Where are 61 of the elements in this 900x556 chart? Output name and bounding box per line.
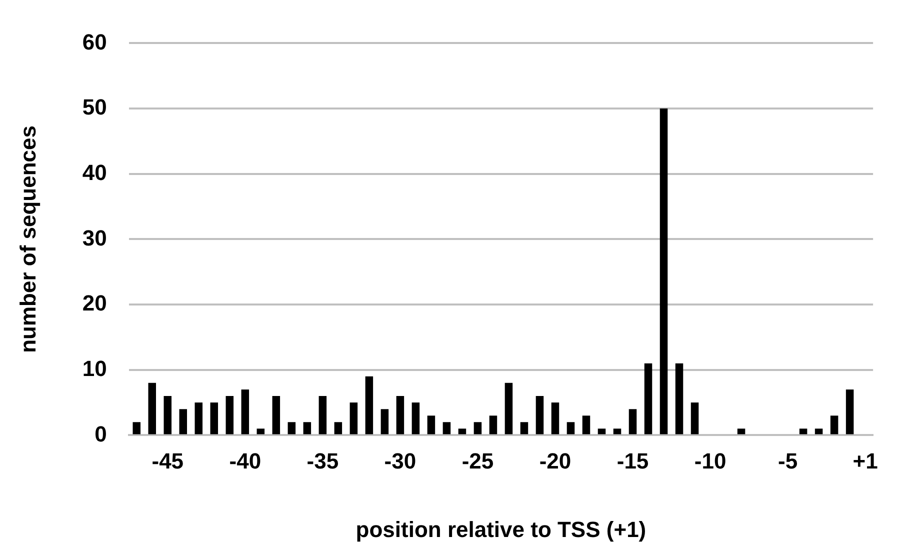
bar: [613, 428, 622, 434]
y-tick-label: 10: [82, 356, 107, 381]
x-axis-title: position relative to TSS (+1): [356, 516, 646, 542]
bar: [164, 396, 172, 434]
bar: [412, 402, 420, 434]
bar: [737, 428, 746, 434]
bar: [179, 409, 188, 434]
bar: [628, 409, 637, 434]
bar: [442, 422, 451, 434]
bar: [365, 376, 374, 434]
bar: [504, 382, 513, 434]
bar: [489, 416, 498, 434]
bar: [288, 422, 296, 434]
bar: [350, 402, 358, 434]
bar: [814, 428, 823, 434]
bar: [303, 422, 312, 434]
bar: [566, 422, 575, 434]
x-tick-label: -45: [152, 448, 184, 474]
y-axis-title: number of sequences: [15, 126, 40, 353]
y-tick-label: 40: [82, 160, 107, 185]
y-tick-label: 20: [82, 290, 107, 316]
y-tick-label: 60: [82, 29, 107, 54]
bar: [830, 416, 838, 434]
x-tick-label: -35: [306, 448, 339, 474]
bar: [520, 422, 528, 434]
bar: [690, 402, 699, 434]
x-tick-label: -15: [616, 448, 649, 474]
bar: [194, 402, 203, 434]
y-tick-label: 30: [82, 225, 107, 250]
x-tick-label: -20: [539, 448, 572, 474]
bar: [132, 422, 140, 434]
bar: [660, 108, 668, 434]
bar: [536, 396, 544, 434]
bar: [458, 428, 466, 434]
bar: [799, 428, 808, 434]
bar: [396, 396, 404, 434]
bar: [226, 396, 234, 434]
bar: [334, 422, 342, 434]
x-tick-label: -5: [778, 448, 798, 474]
x-tick-label: -25: [462, 448, 494, 474]
bar: [846, 389, 854, 434]
y-tick-label: 50: [82, 94, 107, 120]
bar: [598, 428, 606, 434]
bar: [318, 396, 327, 434]
bar: [675, 363, 684, 434]
bar: [644, 363, 652, 434]
x-tick-label: -40: [229, 448, 262, 474]
bar: [582, 416, 590, 434]
bar: [272, 396, 280, 434]
bar: [551, 402, 560, 434]
bar: [148, 382, 156, 434]
bar: [427, 416, 436, 434]
x-tick-label: +1: [852, 448, 878, 474]
bar: [210, 402, 218, 434]
bar: [241, 389, 250, 434]
x-tick-label: -30: [384, 448, 416, 474]
y-tick-label: 0: [94, 421, 107, 446]
x-tick-label: -10: [694, 448, 726, 474]
bar: [474, 422, 482, 434]
bar: [380, 409, 389, 434]
bar: [256, 428, 265, 434]
